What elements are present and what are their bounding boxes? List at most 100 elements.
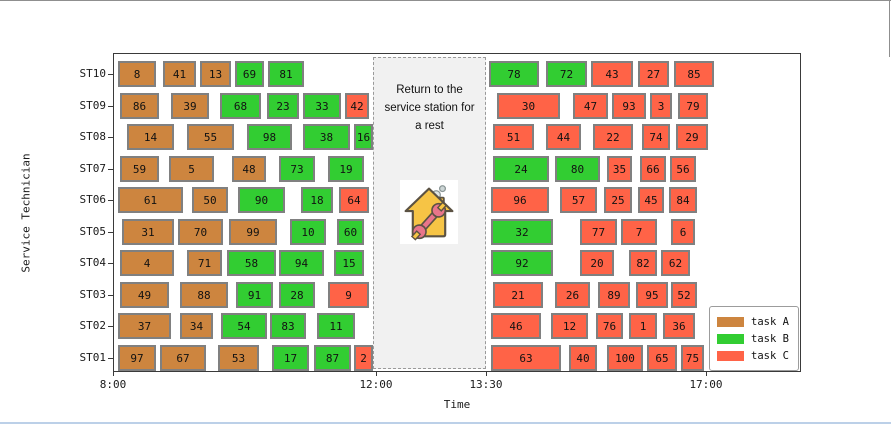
job-block-82: 82 xyxy=(629,250,657,276)
job-block-22: 22 xyxy=(593,124,633,150)
job-block-40: 40 xyxy=(569,345,597,371)
job-block-29: 29 xyxy=(676,124,708,150)
job-block-83: 83 xyxy=(270,313,306,339)
job-block-51: 51 xyxy=(493,124,534,150)
job-block-65: 65 xyxy=(647,345,677,371)
job-block-8: 8 xyxy=(118,61,156,87)
job-block-19: 19 xyxy=(328,156,364,182)
y-tick-label-st09: ST09 xyxy=(79,99,107,112)
rest-break-region: Return to the service station for a rest xyxy=(373,57,486,369)
job-block-4: 4 xyxy=(120,250,174,276)
job-block-59: 59 xyxy=(120,156,159,182)
job-block-100: 100 xyxy=(607,345,643,371)
job-block-43: 43 xyxy=(591,61,633,87)
legend-label: task A xyxy=(751,315,789,328)
job-block-13: 13 xyxy=(200,61,231,87)
job-block-50: 50 xyxy=(192,187,228,213)
frame-line-top xyxy=(0,0,891,1)
job-block-26: 26 xyxy=(555,282,590,308)
x-tick-mark xyxy=(706,372,707,376)
x-tick-label: 12:00 xyxy=(359,378,393,391)
job-block-27: 27 xyxy=(638,61,669,87)
y-tick-label-st01: ST01 xyxy=(79,351,107,364)
job-block-10: 10 xyxy=(290,219,326,245)
legend-entry-task-a: task A xyxy=(717,315,791,328)
job-block-74: 74 xyxy=(642,124,670,150)
job-block-14: 14 xyxy=(127,124,174,150)
job-block-84: 84 xyxy=(669,187,697,213)
job-block-23: 23 xyxy=(267,93,299,119)
x-tick-mark xyxy=(376,372,377,376)
job-block-25: 25 xyxy=(604,187,632,213)
frame-line-bottom xyxy=(0,422,891,424)
job-block-73: 73 xyxy=(279,156,315,182)
y-tick-mark xyxy=(108,326,113,327)
job-block-77: 77 xyxy=(580,219,617,245)
job-block-28: 28 xyxy=(279,282,315,308)
job-block-15: 15 xyxy=(334,250,364,276)
job-block-68: 68 xyxy=(220,93,261,119)
job-block-64: 64 xyxy=(339,187,369,213)
legend-label: task C xyxy=(751,349,789,362)
house-wrench-svg xyxy=(404,185,454,241)
job-block-88: 88 xyxy=(180,282,228,308)
job-block-54: 54 xyxy=(221,313,267,339)
job-block-93: 93 xyxy=(612,93,646,119)
job-block-44: 44 xyxy=(546,124,581,150)
job-block-86: 86 xyxy=(120,93,159,119)
job-block-47: 47 xyxy=(573,93,608,119)
job-block-36: 36 xyxy=(663,313,695,339)
job-block-16: 16 xyxy=(354,124,373,150)
y-tick-label-st04: ST04 xyxy=(79,256,107,269)
x-tick-label: 13:30 xyxy=(469,378,503,391)
x-tick-mark xyxy=(113,372,114,376)
job-block-20: 20 xyxy=(580,250,614,276)
job-block-63: 63 xyxy=(491,345,561,371)
job-block-11: 11 xyxy=(317,313,355,339)
legend-swatch xyxy=(717,316,744,327)
job-block-48: 48 xyxy=(232,156,266,182)
y-tick-mark xyxy=(108,74,113,75)
job-block-92: 92 xyxy=(491,250,553,276)
job-block-67: 67 xyxy=(160,345,206,371)
job-block-87: 87 xyxy=(314,345,351,371)
legend-entry-task-c: task C xyxy=(717,349,791,362)
y-tick-mark xyxy=(108,169,113,170)
y-tick-mark xyxy=(108,263,113,264)
frame-line-right xyxy=(889,0,890,57)
job-block-69: 69 xyxy=(235,61,264,87)
job-block-7: 7 xyxy=(621,219,657,245)
y-tick-label-st02: ST02 xyxy=(79,319,107,332)
job-block-94: 94 xyxy=(279,250,324,276)
y-tick-label-st05: ST05 xyxy=(79,225,107,238)
job-block-45: 45 xyxy=(638,187,664,213)
job-block-49: 49 xyxy=(120,282,169,308)
job-block-95: 95 xyxy=(636,282,668,308)
y-tick-mark xyxy=(108,358,113,359)
x-tick-mark xyxy=(486,372,487,376)
job-block-55: 55 xyxy=(187,124,234,150)
y-tick-label-st10: ST10 xyxy=(79,67,107,80)
job-block-98: 98 xyxy=(247,124,292,150)
x-axis-title: Time xyxy=(443,398,471,411)
legend-swatch xyxy=(717,350,744,361)
job-block-46: 46 xyxy=(491,313,541,339)
job-block-42: 42 xyxy=(345,93,369,119)
job-block-3: 3 xyxy=(650,93,672,119)
job-block-81: 81 xyxy=(268,61,304,87)
job-block-53: 53 xyxy=(218,345,259,371)
job-block-38: 38 xyxy=(303,124,350,150)
job-block-52: 52 xyxy=(671,282,697,308)
job-block-6: 6 xyxy=(671,219,695,245)
y-tick-mark xyxy=(108,232,113,233)
job-block-89: 89 xyxy=(598,282,630,308)
job-block-30: 30 xyxy=(497,93,560,119)
y-tick-label-st08: ST08 xyxy=(79,130,107,143)
job-block-71: 71 xyxy=(187,250,222,276)
job-block-21: 21 xyxy=(493,282,543,308)
job-block-37: 37 xyxy=(118,313,171,339)
job-block-91: 91 xyxy=(236,282,273,308)
legend-label: task B xyxy=(751,332,789,345)
job-block-99: 99 xyxy=(229,219,277,245)
